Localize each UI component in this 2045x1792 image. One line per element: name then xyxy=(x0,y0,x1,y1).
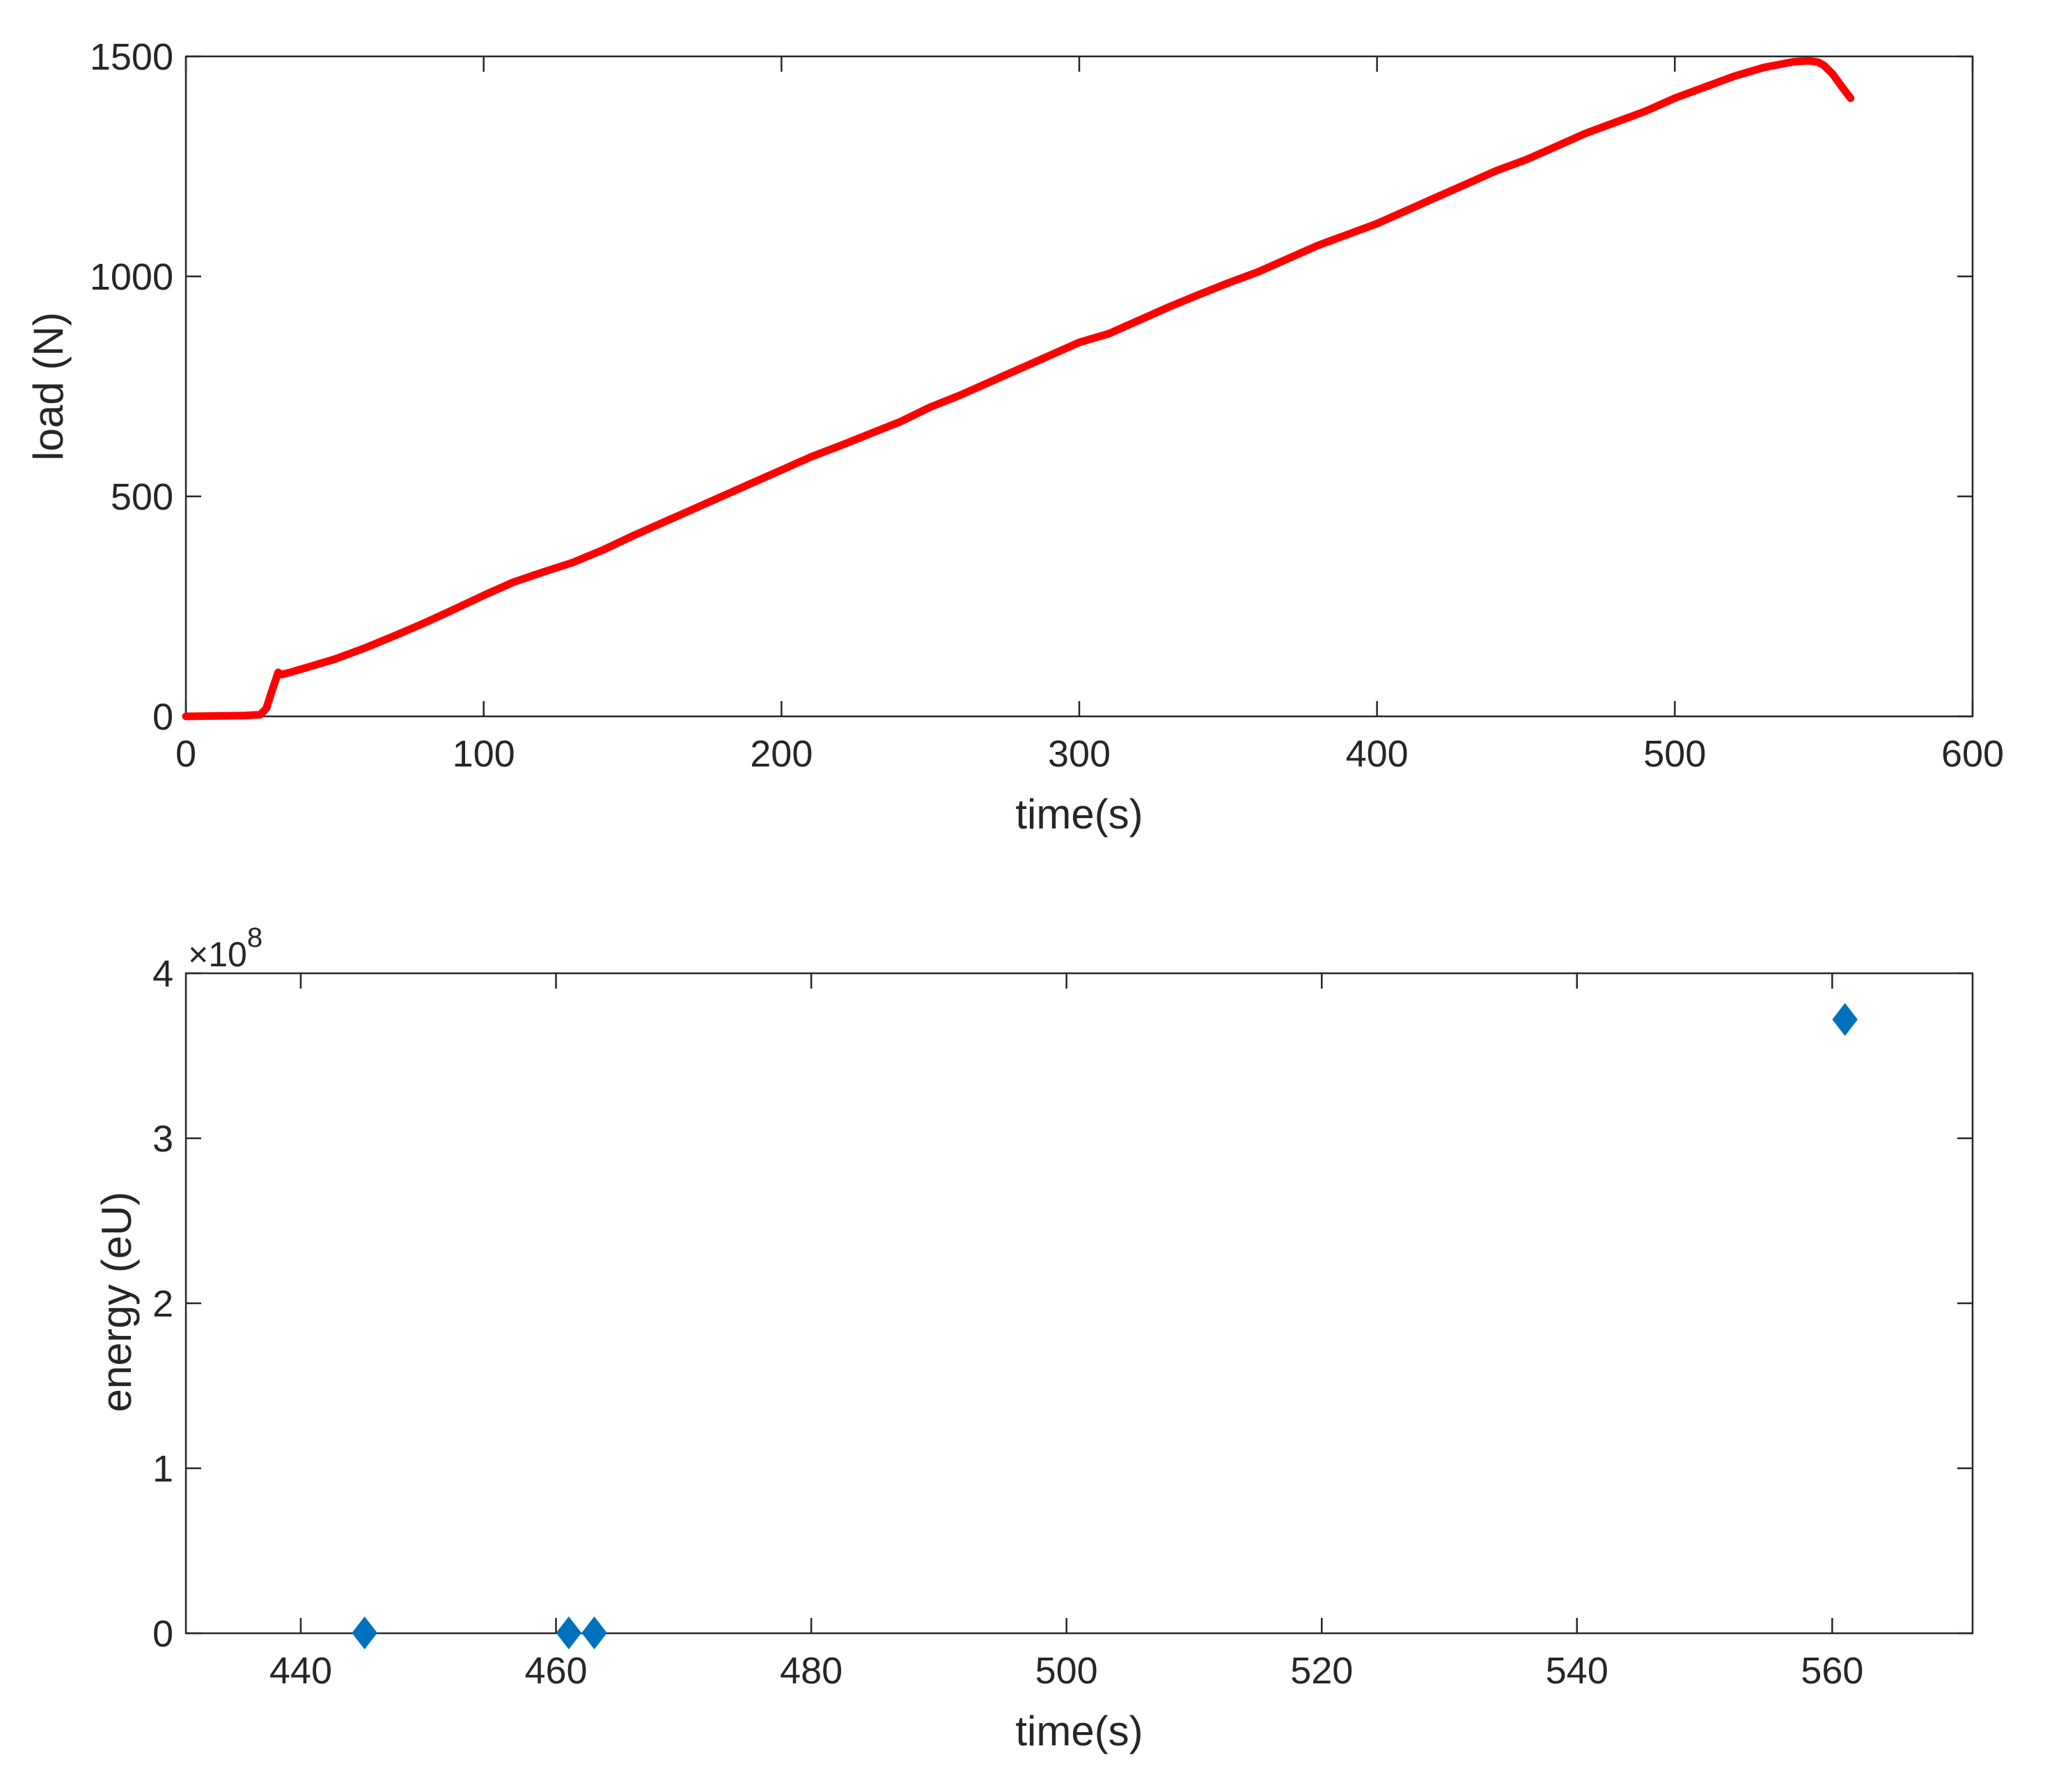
load-y-tick-label: 500 xyxy=(111,476,173,518)
energy-x-tick-label: 460 xyxy=(524,1650,587,1692)
load-x-tick-label: 400 xyxy=(1346,733,1409,775)
energy-x-tick-label: 500 xyxy=(1035,1650,1098,1692)
load-chart-ticks: 0 100 200 300 400 500 600 0 500 1000 1500 xyxy=(90,36,2004,775)
load-x-tick-label: 600 xyxy=(1941,733,2004,775)
energy-y-tick-label: 3 xyxy=(152,1118,173,1160)
energy-series xyxy=(352,1003,1858,1650)
energy-x-tick-label: 560 xyxy=(1801,1650,1863,1692)
energy-chart-ticks: 440 460 480 500 520 540 560 0 1 2 3 4 xyxy=(152,953,1973,1692)
energy-plot-area xyxy=(185,972,1974,1635)
load-x-tick-label: 100 xyxy=(453,733,515,775)
load-x-tick-label: 200 xyxy=(750,733,813,775)
load-x-tick-label: 0 xyxy=(175,733,196,775)
energy-y-tick-label: 1 xyxy=(152,1448,173,1490)
load-x-tick-label: 300 xyxy=(1048,733,1111,775)
energy-y-multiplier: ×10 xyxy=(188,935,247,974)
energy-data-point xyxy=(352,1616,377,1650)
load-y-tick-label: 1000 xyxy=(90,256,173,298)
energy-x-tick-label: 440 xyxy=(269,1650,332,1692)
load-x-axis-label: time(s) xyxy=(1015,791,1143,838)
energy-x-tick-label: 520 xyxy=(1290,1650,1353,1692)
energy-y-tick-label: 4 xyxy=(152,953,173,995)
energy-x-tick-label: 540 xyxy=(1546,1650,1608,1692)
energy-y-tick-label: 2 xyxy=(152,1283,173,1325)
load-y-tick-label: 0 xyxy=(152,696,173,738)
energy-x-axis-label: time(s) xyxy=(1015,1708,1143,1754)
load-series-line xyxy=(182,56,1855,721)
load-x-tick-label: 500 xyxy=(1643,733,1706,775)
energy-y-exponent: 8 xyxy=(247,922,263,953)
energy-y-exponent-label: ×108 xyxy=(188,922,263,974)
load-y-axis-label: load (N) xyxy=(25,312,72,460)
energy-y-tick-label: 0 xyxy=(152,1613,173,1655)
energy-x-tick-label: 480 xyxy=(780,1650,843,1692)
load-y-tick-label: 1500 xyxy=(90,36,173,78)
energy-data-point xyxy=(1832,1003,1858,1036)
energy-data-point xyxy=(581,1616,607,1650)
energy-y-axis-label: energy (eU) xyxy=(93,1192,140,1413)
load-plot-area xyxy=(185,55,1974,718)
energy-data-point xyxy=(556,1616,582,1650)
load-series xyxy=(182,56,1855,721)
